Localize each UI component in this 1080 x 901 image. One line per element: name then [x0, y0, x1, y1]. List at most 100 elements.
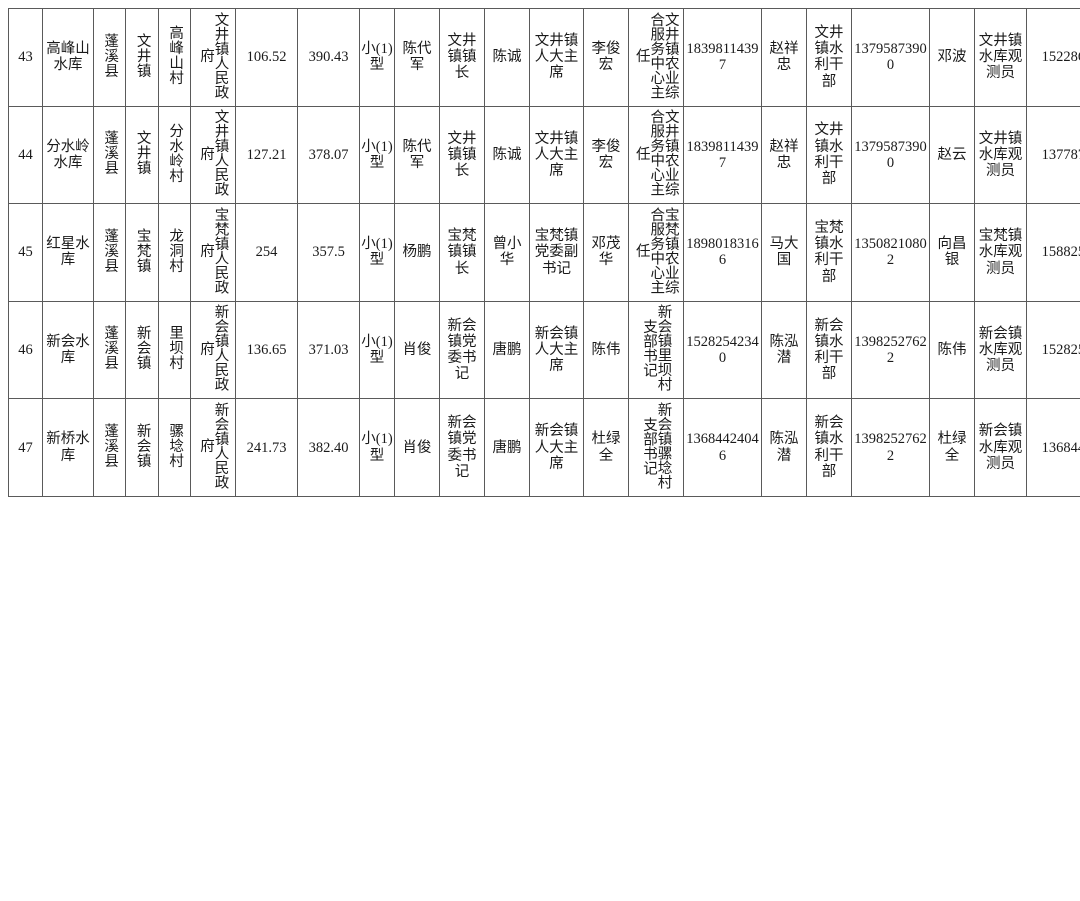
cell-title4-text: 新会镇水利干部	[808, 415, 850, 480]
cell-town: 宝梵镇	[126, 204, 159, 302]
cell-title1-text: 新会镇党委书记	[441, 415, 483, 480]
cell-person2-text: 陈诚	[493, 147, 522, 163]
cell-person3-text: 李俊宏	[585, 41, 627, 73]
cell-title5-text: 新会镇水库观测员	[976, 423, 1025, 472]
cell-org: 宝梵镇人民政府	[191, 204, 236, 302]
cell-person1: 杨鹏	[395, 204, 440, 302]
cell-type-text: 小(1)型	[361, 41, 393, 73]
cell-elevation: 382.40	[298, 399, 360, 497]
cell-person5: 杜绿全	[930, 399, 975, 497]
cell-title1: 文井镇镇长	[440, 106, 485, 204]
cell-title4: 新会镇水利干部	[807, 399, 852, 497]
cell-person1: 陈代军	[395, 106, 440, 204]
cell-capacity: 254	[236, 204, 298, 302]
cell-capacity: 136.65	[236, 301, 298, 399]
cell-person1-text: 肖俊	[403, 440, 432, 456]
cell-person3-text: 杜绿全	[585, 431, 627, 463]
cell-phone5: 15228667888	[1027, 9, 1080, 107]
cell-reservoir: 新会水库	[43, 301, 94, 399]
cell-village-text: 龙洞村	[167, 228, 182, 273]
cell-person2: 唐鹏	[485, 399, 530, 497]
cell-capacity: 241.73	[236, 399, 298, 497]
cell-village: 里坝村	[159, 301, 191, 399]
table-row: 44 分水岭水库 蓬溪县 文井镇 分水岭村 文井镇人民政府 127.21 378…	[9, 106, 1080, 204]
cell-person3: 杜绿全	[584, 399, 629, 497]
cell-person4-text: 赵祥忠	[763, 41, 805, 73]
cell-title4: 新会镇水利干部	[807, 301, 852, 399]
cell-title3: 文井镇农业综合服务中心主任	[629, 106, 684, 204]
cell-title4-text: 宝梵镇水利干部	[808, 220, 850, 285]
cell-phone4: 13795873900	[852, 106, 930, 204]
cell-title4: 文井镇水利干部	[807, 106, 852, 204]
cell-title2-text: 文井镇人大主席	[531, 33, 582, 82]
cell-village-text: 高峰山村	[167, 25, 182, 85]
cell-town: 新会镇	[126, 301, 159, 399]
cell-org-text: 新会镇人民政府	[199, 399, 228, 493]
cell-title3-text: 文井镇农业综合服务中心主任	[634, 9, 678, 103]
cell-title4: 宝梵镇水利干部	[807, 204, 852, 302]
cell-person5-text: 陈伟	[938, 342, 967, 358]
cell-type: 小(1)型	[360, 301, 395, 399]
cell-type-text: 小(1)型	[361, 236, 393, 268]
cell-title5-text: 文井镇水库观测员	[976, 33, 1025, 82]
cell-person2-text: 唐鹏	[493, 440, 522, 456]
cell-title2: 新会镇人大主席	[530, 399, 584, 497]
cell-person5-text: 杜绿全	[931, 431, 973, 463]
cell-index: 43	[9, 9, 43, 107]
cell-title3-text: 宝梵镇农业综合服务中心主任	[634, 204, 678, 298]
cell-title1-text: 宝梵镇镇长	[441, 228, 483, 277]
cell-person1-text: 陈代军	[396, 139, 438, 171]
cell-person4: 陈泓潜	[762, 301, 807, 399]
cell-person2: 陈诚	[485, 106, 530, 204]
cell-town-text: 新会镇	[134, 325, 149, 370]
cell-title2-text: 新会镇人大主席	[531, 326, 582, 375]
cell-county: 蓬溪县	[94, 9, 126, 107]
cell-county: 蓬溪县	[94, 301, 126, 399]
cell-type: 小(1)型	[360, 399, 395, 497]
cell-org-text: 宝梵镇人民政府	[199, 204, 228, 298]
cell-title2: 文井镇人大主席	[530, 106, 584, 204]
cell-org: 文井镇人民政府	[191, 9, 236, 107]
cell-person4-text: 陈泓潜	[763, 431, 805, 463]
cell-title2: 宝梵镇党委副书记	[530, 204, 584, 302]
cell-phone4: 13982527622	[852, 301, 930, 399]
cell-title1: 文井镇镇长	[440, 9, 485, 107]
cell-person5-text: 向昌银	[931, 236, 973, 268]
cell-person2-text: 曾小华	[486, 236, 528, 268]
cell-person4-text: 马大国	[763, 236, 805, 268]
cell-person4: 赵祥忠	[762, 106, 807, 204]
cell-person2: 陈诚	[485, 9, 530, 107]
cell-village: 骡埝村	[159, 399, 191, 497]
cell-title3-text: 新会镇骡埝村支部书记	[642, 399, 671, 493]
cell-elevation: 357.5	[298, 204, 360, 302]
cell-title1: 新会镇党委书记	[440, 301, 485, 399]
cell-county-text: 蓬溪县	[102, 228, 117, 273]
cell-title4-text: 新会镇水利干部	[808, 318, 850, 383]
cell-person4: 赵祥忠	[762, 9, 807, 107]
table-body: 43 高峰山水库 蓬溪县 文井镇 高峰山村 文井镇人民政府 106.52 390…	[9, 9, 1080, 497]
cell-person1-text: 肖俊	[403, 342, 432, 358]
reservoir-responsibility-table-sheet: 43 高峰山水库 蓬溪县 文井镇 高峰山村 文井镇人民政府 106.52 390…	[0, 0, 1080, 502]
table-row: 46 新会水库 蓬溪县 新会镇 里坝村 新会镇人民政府 136.65 371.0…	[9, 301, 1080, 399]
cell-person5: 向昌银	[930, 204, 975, 302]
cell-village: 龙洞村	[159, 204, 191, 302]
cell-person5: 赵云	[930, 106, 975, 204]
cell-org: 新会镇人民政府	[191, 399, 236, 497]
cell-elevation: 390.43	[298, 9, 360, 107]
cell-title3: 新会镇里坝村支部书记	[629, 301, 684, 399]
cell-type-text: 小(1)型	[361, 139, 393, 171]
cell-town-text: 新会镇	[134, 423, 149, 468]
cell-county-text: 蓬溪县	[102, 130, 117, 175]
cell-person2: 唐鹏	[485, 301, 530, 399]
cell-reservoir-text: 新桥水库	[44, 431, 92, 463]
cell-title2: 文井镇人大主席	[530, 9, 584, 107]
cell-phone3: 15282542340	[684, 301, 762, 399]
cell-person3: 陈伟	[584, 301, 629, 399]
cell-title4: 文井镇水利干部	[807, 9, 852, 107]
cell-org-text: 新会镇人民政府	[199, 301, 228, 395]
cell-elevation: 378.07	[298, 106, 360, 204]
cell-person2: 曾小华	[485, 204, 530, 302]
cell-county-text: 蓬溪县	[102, 33, 117, 78]
cell-title3-text: 新会镇里坝村支部书记	[642, 301, 671, 395]
cell-capacity: 127.21	[236, 106, 298, 204]
